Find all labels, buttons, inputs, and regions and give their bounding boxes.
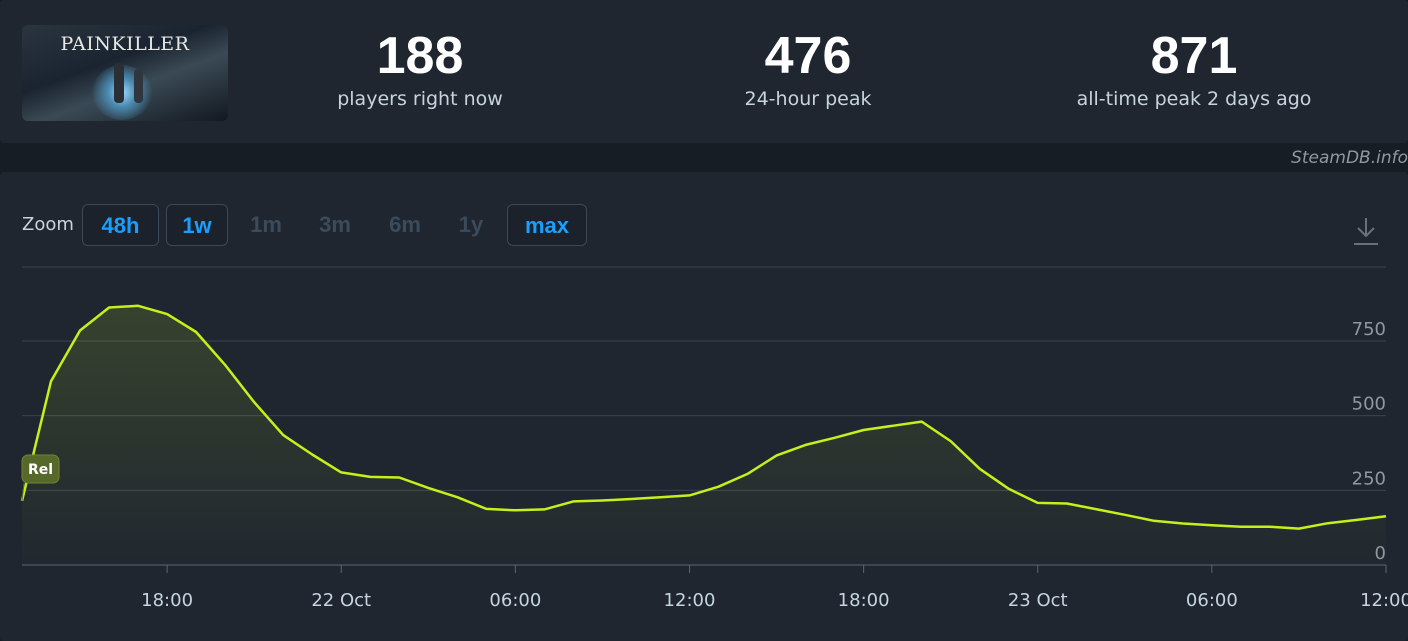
x-tick-label: 23 Oct	[1008, 590, 1068, 611]
x-tick-label: 18:00	[141, 590, 193, 611]
stat-label: all-time peak 2 days ago	[1076, 88, 1312, 110]
stat-24h-peak: 476 24-hour peak	[688, 26, 928, 112]
game-title-logo: PAINKILLER	[60, 33, 190, 55]
zoom-6m-button[interactable]: 6m	[389, 212, 421, 237]
release-badge-label: Rel	[28, 462, 53, 478]
zoom-1m-button[interactable]: 1m	[250, 212, 282, 237]
y-tick-label: 250	[1352, 468, 1386, 489]
steamdb-credit[interactable]: SteamDB.info	[1291, 148, 1408, 168]
release-badge	[21, 454, 60, 484]
series-area	[22, 305, 1386, 565]
download-icon[interactable]	[1352, 216, 1380, 246]
stat-value: 476	[764, 27, 852, 85]
x-tick-label: 12:00	[664, 590, 716, 611]
zoom-1y-button[interactable]: 1y	[458, 212, 484, 237]
stat-value: 871	[1150, 27, 1238, 85]
zoom-1w-button[interactable]: 1w	[166, 204, 228, 246]
zoom-48h-button[interactable]: 48h	[82, 204, 159, 246]
x-tick-label: 06:00	[1186, 590, 1238, 611]
stat-label: players right now	[337, 88, 503, 110]
game-capsule-image[interactable]: PAINKILLER	[22, 25, 228, 121]
stat-all-time-peak: 871 all-time peak 2 days ago	[1054, 26, 1334, 112]
x-tick-label: 06:00	[489, 590, 541, 611]
series-line	[20, 304, 1387, 530]
x-tick-label: 18:00	[838, 590, 890, 611]
zoom-label: Zoom	[22, 214, 74, 235]
stat-label: 24-hour peak	[744, 88, 872, 110]
y-tick-label: 500	[1352, 394, 1386, 415]
x-tick-label: 22 Oct	[311, 590, 371, 611]
zoom-3m-button[interactable]: 3m	[319, 212, 351, 237]
release-marker-line	[21, 482, 25, 501]
x-tick-label: 12:00	[1360, 590, 1408, 611]
capsule-figure	[114, 63, 124, 103]
stat-value: 188	[376, 27, 464, 85]
capsule-figure	[134, 69, 143, 103]
stat-current-players: 188 players right now	[300, 26, 540, 112]
stats-bar: PAINKILLER 188 players right now 476 24-…	[0, 0, 1408, 143]
y-tick-label: 750	[1352, 319, 1386, 340]
zoom-max-button[interactable]: max	[507, 204, 587, 246]
